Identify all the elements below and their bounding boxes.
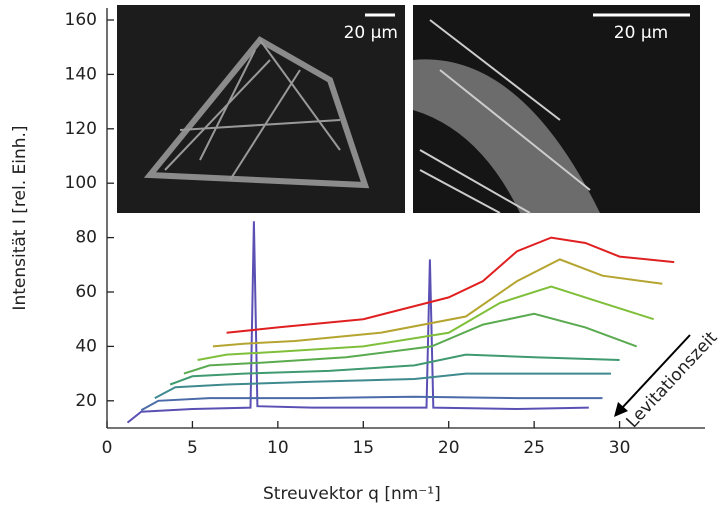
- needles: [164, 39, 341, 181]
- x-tick-label: 25: [523, 438, 545, 458]
- y-tick-label: 140: [65, 64, 97, 84]
- y-tick-label: 20: [75, 391, 97, 411]
- inset-left: 20 µm: [117, 5, 405, 213]
- inset-right: 20 µm: [413, 5, 700, 214]
- crystal: [413, 59, 600, 213]
- curve: [197, 285, 655, 361]
- x-tick-label: 0: [102, 438, 113, 458]
- y-axis-label: Intensität I [rel. Einh.]: [10, 125, 30, 310]
- scale-label: 20 µm: [344, 23, 398, 43]
- crystal: [143, 36, 370, 189]
- curve: [183, 312, 638, 375]
- x-axis-label: Streuvektor q [nm⁻¹]: [263, 484, 441, 504]
- scale-label: 20 µm: [614, 23, 668, 43]
- curve: [169, 353, 620, 386]
- x-tick-label: 5: [187, 438, 198, 458]
- y-tick-label: 60: [75, 282, 97, 302]
- curve: [140, 395, 603, 412]
- curves: [126, 221, 675, 424]
- annotation: Levitationszeit: [623, 328, 719, 432]
- x-tick-label: 10: [267, 438, 289, 458]
- y-tick-label: 120: [65, 119, 97, 139]
- needles: [419, 19, 591, 214]
- x-tick-label: 20: [438, 438, 460, 458]
- y-tick-label: 80: [75, 228, 97, 248]
- curve: [212, 258, 663, 348]
- curve: [154, 372, 611, 399]
- x-tick-label: 30: [609, 438, 631, 458]
- curve: [126, 221, 589, 424]
- arrow-head: [614, 402, 628, 417]
- y-tick-label: 100: [65, 173, 97, 193]
- x-tick-label: 15: [352, 438, 374, 458]
- y-tick-label: 160: [65, 10, 97, 30]
- curve: [226, 236, 675, 334]
- y-tick-label: 40: [75, 336, 97, 356]
- arrow: [621, 334, 691, 409]
